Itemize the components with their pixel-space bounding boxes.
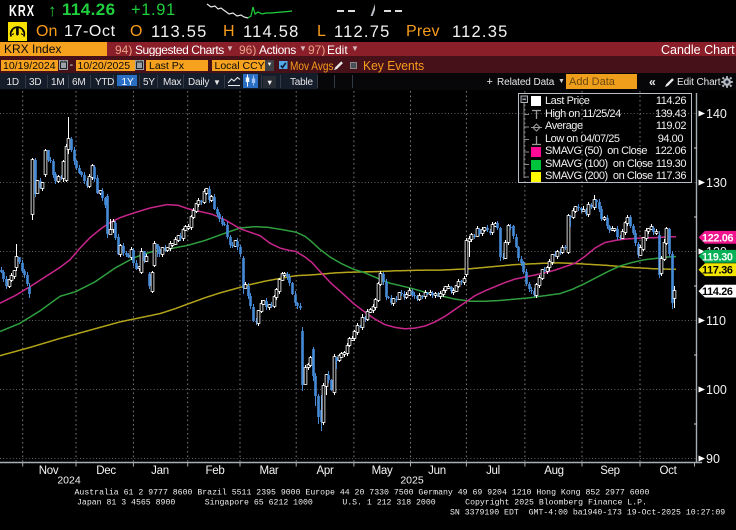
svg-text:117.36: 117.36 bbox=[702, 265, 733, 277]
svg-text:2024: 2024 bbox=[57, 475, 81, 487]
svg-text:Jul: Jul bbox=[486, 465, 500, 477]
svg-text:100: 100 bbox=[706, 383, 727, 397]
svg-text:Aug: Aug bbox=[544, 465, 564, 477]
svg-text:Japan 81 3 4565 8900 Sing: Japan 81 3 4565 8900 Singapore 65 6212 1… bbox=[77, 498, 647, 508]
svg-text:Mar: Mar bbox=[260, 465, 279, 477]
svg-text:110: 110 bbox=[706, 314, 726, 328]
svg-text:122.06: 122.06 bbox=[702, 232, 734, 244]
svg-text:Australia 61 2 9777 8600 Brazi: Australia 61 2 9777 8600 Brazil 5511 239… bbox=[75, 488, 650, 498]
svg-text:2025: 2025 bbox=[400, 475, 424, 487]
svg-text:Nov: Nov bbox=[39, 465, 59, 477]
svg-text:Jun: Jun bbox=[428, 465, 446, 477]
svg-text:Apr: Apr bbox=[317, 465, 334, 477]
svg-text:SN 3379190 EDT GMT-4:00 ba194: SN 3379190 EDT GMT-4:00 ba1940-173 19-Oc… bbox=[450, 508, 725, 518]
svg-text:114.26: 114.26 bbox=[702, 286, 733, 298]
svg-text:130: 130 bbox=[706, 176, 727, 190]
svg-text:90: 90 bbox=[706, 452, 720, 466]
svg-text:Sep: Sep bbox=[600, 465, 620, 477]
svg-text:140: 140 bbox=[706, 107, 727, 121]
svg-text:Dec: Dec bbox=[96, 465, 116, 477]
svg-text:Oct: Oct bbox=[660, 465, 678, 477]
svg-text:Jan: Jan bbox=[151, 465, 169, 477]
svg-text:Feb: Feb bbox=[206, 465, 225, 477]
svg-text:May: May bbox=[372, 465, 393, 477]
svg-text:119.30: 119.30 bbox=[702, 251, 733, 263]
